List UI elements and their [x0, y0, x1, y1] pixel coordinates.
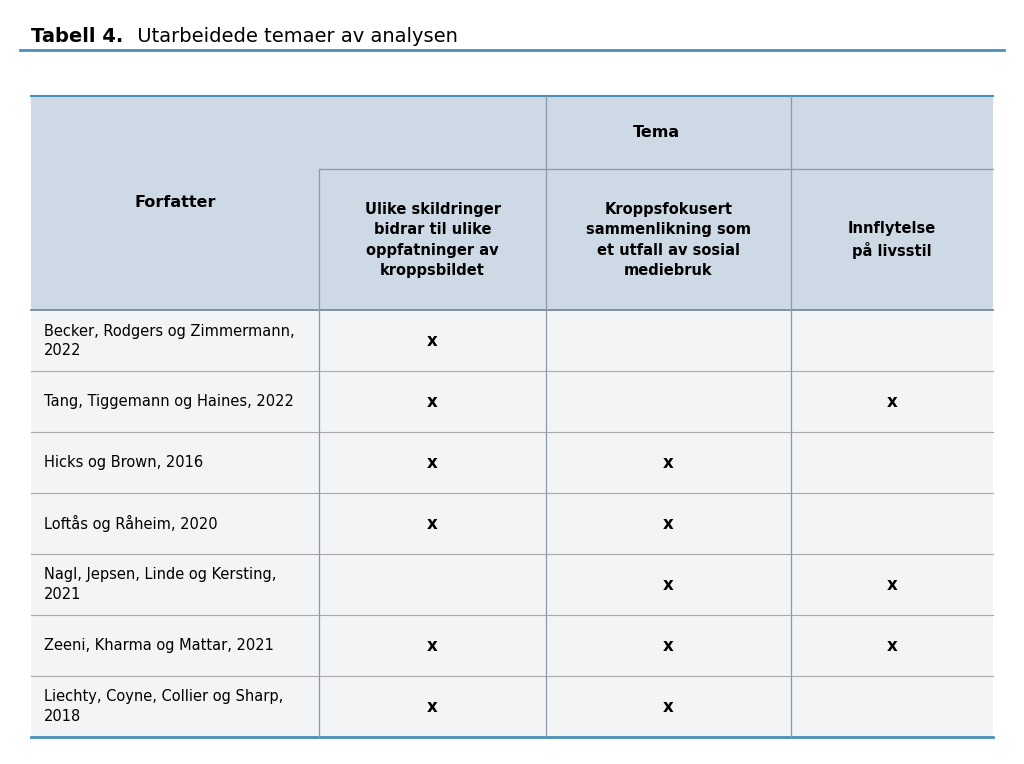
Text: Liechty, Coyne, Collier og Sharp,
2018: Liechty, Coyne, Collier og Sharp, 2018: [44, 689, 284, 724]
Text: Tema: Tema: [633, 125, 680, 140]
Text: x: x: [427, 332, 438, 350]
Text: Kroppsfokusert
sammenlikning som
et utfall av sosial
mediebruk: Kroppsfokusert sammenlikning som et utfa…: [586, 202, 751, 278]
Text: Tabell 4.: Tabell 4.: [31, 27, 123, 46]
Text: Loftås og Råheim, 2020: Loftås og Råheim, 2020: [44, 516, 218, 533]
Text: Innflytelse
på livsstil: Innflytelse på livsstil: [848, 221, 936, 259]
Text: Nagl, Jepsen, Linde og Kersting,
2021: Nagl, Jepsen, Linde og Kersting, 2021: [44, 568, 276, 602]
Text: x: x: [887, 576, 898, 594]
Text: Hicks og Brown, 2016: Hicks og Brown, 2016: [44, 455, 203, 471]
Text: Tang, Tiggemann og Haines, 2022: Tang, Tiggemann og Haines, 2022: [44, 394, 294, 410]
Text: Utarbeidede temaer av analysen: Utarbeidede temaer av analysen: [131, 27, 458, 46]
Text: x: x: [664, 637, 674, 655]
Text: x: x: [427, 637, 438, 655]
Text: x: x: [664, 576, 674, 594]
Text: x: x: [427, 515, 438, 533]
Text: x: x: [887, 393, 898, 411]
Text: x: x: [427, 454, 438, 472]
Text: Forfatter: Forfatter: [134, 196, 216, 211]
Text: x: x: [427, 698, 438, 716]
Text: x: x: [664, 454, 674, 472]
Text: x: x: [664, 515, 674, 533]
Text: x: x: [664, 698, 674, 716]
Text: x: x: [887, 637, 898, 655]
Text: x: x: [427, 393, 438, 411]
Text: Ulike skildringer
bidrar til ulike
oppfatninger av
kroppsbildet: Ulike skildringer bidrar til ulike oppfa…: [365, 202, 501, 278]
Text: Becker, Rodgers og Zimmermann,
2022: Becker, Rodgers og Zimmermann, 2022: [44, 324, 295, 358]
Text: Zeeni, Kharma og Mattar, 2021: Zeeni, Kharma og Mattar, 2021: [44, 638, 273, 653]
